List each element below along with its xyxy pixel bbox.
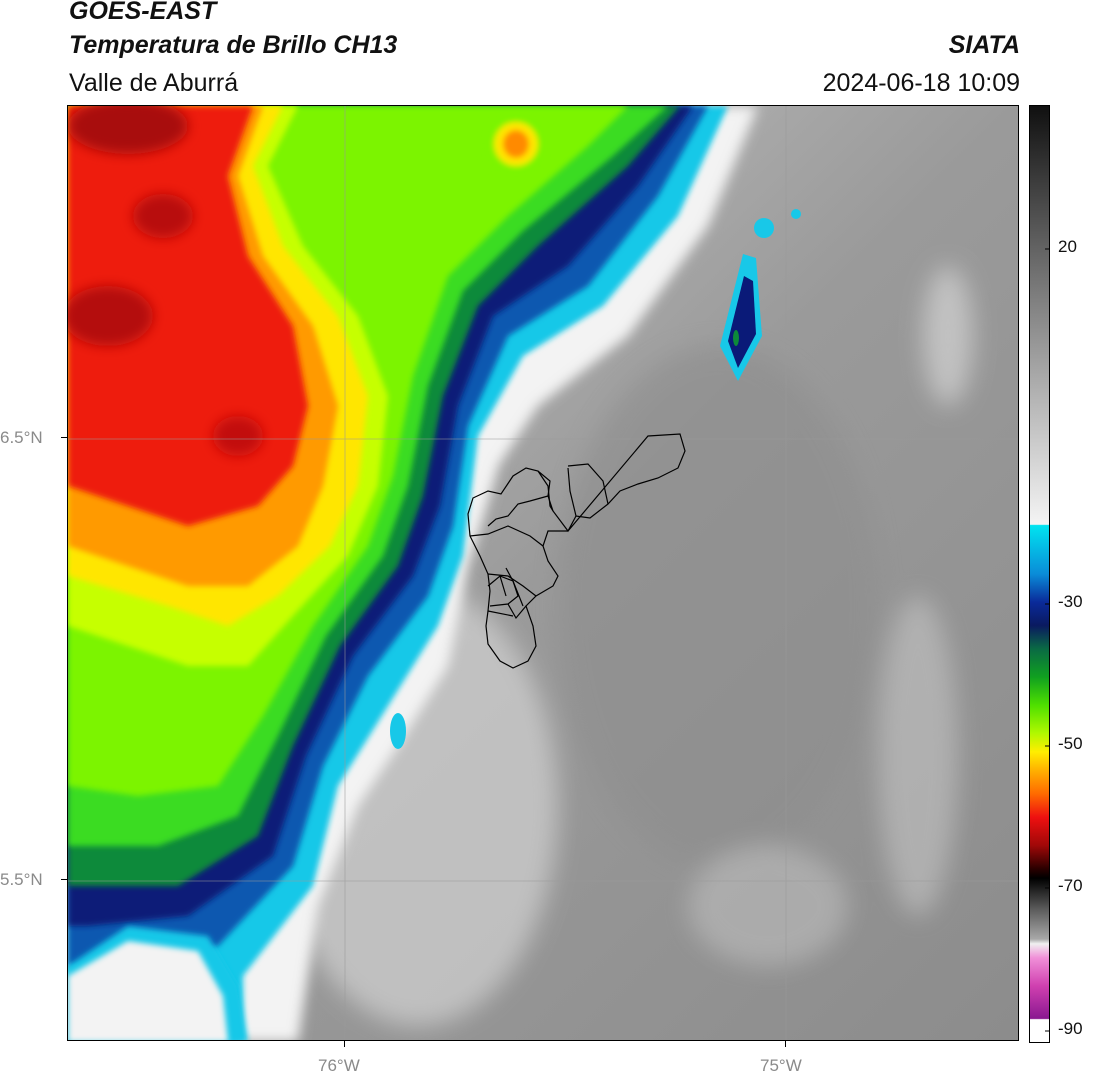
lat-label-6-5: 6.5°N	[0, 428, 43, 447]
colorbar-tick-label: -70	[1058, 876, 1083, 895]
clear-patch-southwest	[68, 941, 228, 1040]
cloud-core-darkred	[68, 106, 263, 456]
agency-label: SIATA	[948, 31, 1020, 59]
temperature-colorbar	[1029, 105, 1050, 1043]
datetime-label: 2024-06-18 10:09	[822, 69, 1020, 97]
colorbar-tick-label: 20	[1058, 237, 1077, 256]
colorbar-tick-label: -30	[1058, 592, 1083, 611]
lon-label-76: 76°W	[318, 1056, 360, 1075]
product-title: Temperatura de Brillo CH13	[69, 31, 398, 59]
region-label: Valle de Aburrá	[69, 69, 239, 97]
small-cloud-cell	[390, 209, 801, 749]
lon-tick-76	[344, 1041, 345, 1047]
graticule	[68, 106, 1018, 1040]
lat-tick-5-5	[61, 879, 67, 880]
satellite-map	[67, 105, 1019, 1041]
lat-tick-6-5	[61, 437, 67, 438]
lon-tick-75	[785, 1041, 786, 1047]
colorbar-tick-label: -90	[1058, 1019, 1083, 1038]
lat-label-5-5: 5.5°N	[0, 870, 43, 889]
isolated-convective-cell	[481, 114, 551, 178]
colorbar-tick-label: -50	[1058, 734, 1083, 753]
colorbar-gradient	[1030, 106, 1049, 1042]
lon-label-75: 75°W	[760, 1056, 802, 1075]
brightness-temperature-field	[68, 106, 1018, 1040]
satellite-title: GOES-EAST	[69, 0, 217, 25]
municipal-boundaries	[467, 433, 686, 669]
